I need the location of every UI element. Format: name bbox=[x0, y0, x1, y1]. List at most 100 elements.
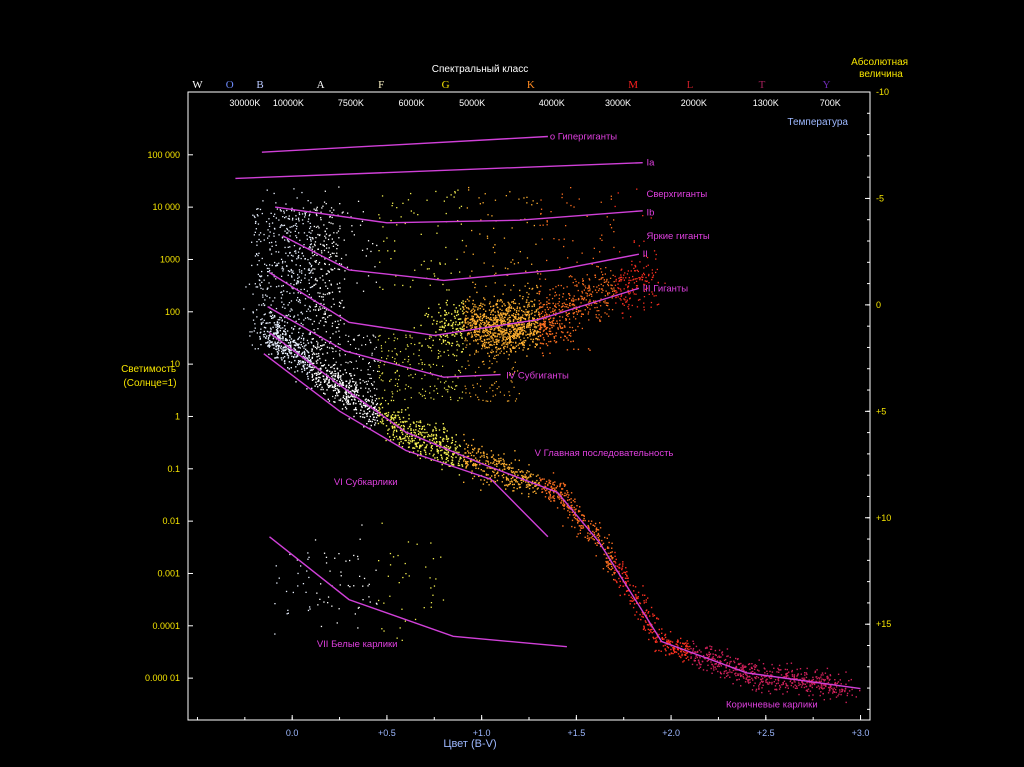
star-point bbox=[581, 527, 583, 529]
star-point bbox=[284, 349, 287, 352]
star-point bbox=[483, 324, 485, 326]
star-point bbox=[490, 318, 493, 321]
star-point bbox=[298, 299, 301, 301]
star-point bbox=[834, 683, 836, 685]
star-point bbox=[337, 394, 339, 397]
star-point bbox=[282, 339, 284, 341]
star-point bbox=[534, 311, 536, 313]
star-point bbox=[498, 458, 500, 460]
star-point bbox=[685, 657, 687, 659]
star-point bbox=[540, 302, 542, 304]
star-point bbox=[275, 241, 277, 243]
star-point bbox=[329, 384, 332, 387]
star-point bbox=[333, 241, 335, 243]
star-point bbox=[459, 445, 461, 447]
star-point bbox=[314, 353, 316, 355]
star-point bbox=[416, 421, 418, 423]
star-point bbox=[700, 651, 702, 653]
star-point bbox=[448, 465, 450, 467]
star-point bbox=[370, 424, 372, 427]
star-point bbox=[829, 674, 832, 677]
star-point bbox=[554, 305, 556, 308]
star-point bbox=[596, 310, 598, 312]
star-point bbox=[531, 305, 533, 308]
star-point bbox=[434, 457, 436, 459]
star-point bbox=[604, 302, 606, 304]
star-point bbox=[634, 270, 636, 272]
star-point bbox=[309, 226, 312, 228]
star-point bbox=[300, 279, 302, 281]
star-point bbox=[372, 402, 374, 404]
star-point bbox=[376, 414, 379, 417]
star-point bbox=[391, 350, 393, 352]
star-point bbox=[287, 255, 289, 257]
star-point bbox=[497, 314, 499, 316]
star-point bbox=[475, 306, 477, 308]
star-point bbox=[539, 347, 541, 349]
star-point bbox=[774, 688, 776, 691]
star-point bbox=[649, 615, 651, 617]
star-point bbox=[748, 682, 750, 684]
star-point bbox=[279, 209, 281, 211]
star-point bbox=[604, 273, 606, 275]
star-point bbox=[251, 344, 253, 346]
star-point bbox=[578, 310, 580, 312]
star-point bbox=[431, 433, 433, 436]
star-point bbox=[498, 462, 500, 464]
star-point bbox=[471, 326, 473, 328]
star-point bbox=[517, 474, 519, 476]
star-point bbox=[283, 224, 286, 226]
star-point bbox=[742, 664, 744, 666]
star-point bbox=[581, 327, 583, 330]
star-point bbox=[494, 464, 496, 466]
star-point bbox=[573, 304, 576, 306]
star-point bbox=[310, 366, 312, 369]
star-point bbox=[439, 335, 442, 337]
star-point bbox=[421, 362, 423, 364]
star-point bbox=[311, 362, 313, 364]
star-point bbox=[469, 392, 471, 394]
star-point bbox=[664, 648, 667, 650]
star-point bbox=[503, 342, 505, 344]
star-point bbox=[522, 310, 524, 313]
star-point bbox=[539, 306, 541, 308]
star-point bbox=[302, 351, 304, 354]
star-point bbox=[793, 674, 796, 676]
star-point bbox=[839, 689, 841, 691]
star-point bbox=[554, 309, 556, 311]
star-point bbox=[526, 311, 528, 314]
star-point bbox=[439, 307, 441, 309]
star-point bbox=[615, 278, 617, 281]
star-point bbox=[728, 664, 730, 667]
star-point bbox=[274, 357, 276, 359]
star-point bbox=[469, 296, 471, 298]
star-point bbox=[503, 339, 505, 341]
star-point bbox=[415, 426, 417, 428]
star-point bbox=[782, 683, 785, 685]
star-point bbox=[569, 514, 571, 516]
star-point bbox=[520, 333, 522, 335]
star-point bbox=[632, 600, 634, 602]
star-point bbox=[816, 669, 818, 671]
star-point bbox=[328, 280, 331, 282]
star-point bbox=[341, 384, 343, 386]
star-point bbox=[493, 329, 495, 331]
star-point bbox=[798, 693, 800, 696]
star-point bbox=[293, 315, 296, 317]
star-point bbox=[643, 302, 645, 304]
star-point bbox=[277, 325, 279, 327]
star-point bbox=[347, 389, 349, 391]
star-point bbox=[707, 656, 710, 658]
star-point bbox=[334, 374, 336, 377]
star-point bbox=[407, 361, 409, 363]
star-point bbox=[618, 277, 620, 279]
star-point bbox=[812, 694, 814, 696]
star-point bbox=[495, 321, 497, 323]
star-point bbox=[310, 272, 312, 274]
star-point bbox=[294, 348, 296, 351]
star-point bbox=[442, 440, 444, 442]
star-point bbox=[563, 325, 566, 327]
star-point bbox=[407, 441, 409, 444]
star-point bbox=[833, 687, 835, 689]
star-point bbox=[360, 403, 362, 405]
